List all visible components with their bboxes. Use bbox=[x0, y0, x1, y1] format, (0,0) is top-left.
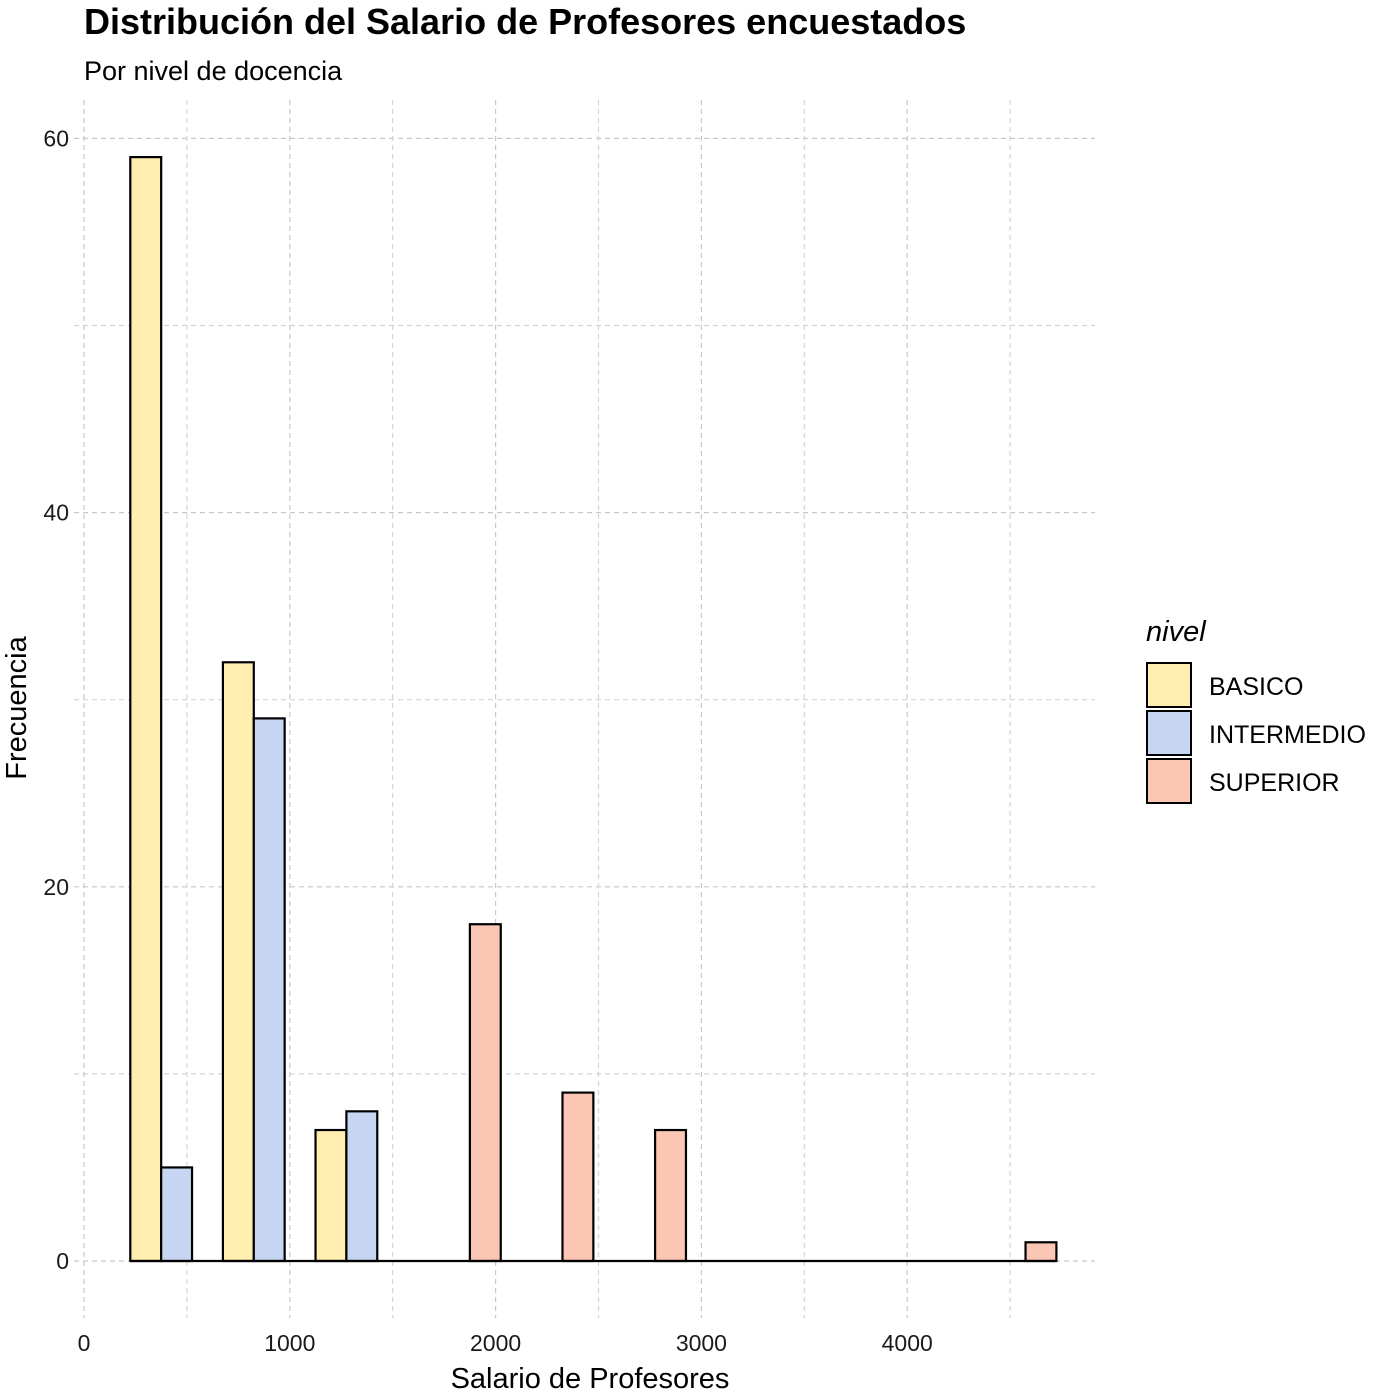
legend-item-basico: BASICO bbox=[1146, 662, 1303, 708]
x-tick-label: 0 bbox=[78, 1330, 91, 1356]
bar-intermedio bbox=[252, 717, 286, 1263]
chart-title: Distribución del Salario de Profesores e… bbox=[84, 1, 966, 42]
legend-title: nivel bbox=[1146, 616, 1207, 648]
bar-intermedio bbox=[160, 1166, 194, 1263]
legend-item-intermedio: INTERMEDIO bbox=[1146, 710, 1366, 756]
legend: nivel BASICO INTERMEDIO SUPERIOR bbox=[1146, 616, 1366, 804]
x-axis-title: Salario de Profesores bbox=[451, 1363, 730, 1395]
bar-superior bbox=[561, 1091, 595, 1263]
tick-labels: 0 1000 2000 3000 4000 0 20 40 60 bbox=[43, 125, 932, 1356]
legend-label-superior: SUPERIOR bbox=[1209, 769, 1340, 797]
bar-superior bbox=[1024, 1241, 1058, 1263]
x-tick-label: 3000 bbox=[676, 1330, 727, 1356]
legend-swatch-superior bbox=[1146, 758, 1192, 804]
y-axis-title: Frecuencia bbox=[1, 635, 33, 779]
legend-item-superior: SUPERIOR bbox=[1146, 758, 1340, 804]
bars bbox=[129, 156, 1058, 1263]
legend-swatch-basico bbox=[1146, 662, 1192, 708]
bar-superior bbox=[468, 923, 502, 1263]
bar-basico bbox=[314, 1128, 348, 1263]
chart-subtitle: Por nivel de docencia bbox=[84, 56, 343, 86]
legend-swatch-intermedio bbox=[1146, 710, 1192, 756]
y-tick-label: 0 bbox=[56, 1248, 69, 1274]
legend-label-intermedio: INTERMEDIO bbox=[1209, 721, 1366, 749]
y-tick-label: 40 bbox=[43, 500, 69, 526]
x-tick-label: 2000 bbox=[470, 1330, 521, 1356]
legend-label-basico: BASICO bbox=[1209, 673, 1303, 701]
y-tick-label: 20 bbox=[43, 874, 69, 900]
x-tick-label: 1000 bbox=[264, 1330, 315, 1356]
x-tick-label: 4000 bbox=[882, 1330, 933, 1356]
gridlines bbox=[74, 100, 1095, 1318]
bar-superior bbox=[653, 1128, 688, 1263]
y-tick-label: 60 bbox=[43, 125, 69, 151]
bar-intermedio bbox=[345, 1110, 379, 1263]
bar-basico bbox=[129, 156, 163, 1263]
bar-basico bbox=[221, 661, 255, 1263]
